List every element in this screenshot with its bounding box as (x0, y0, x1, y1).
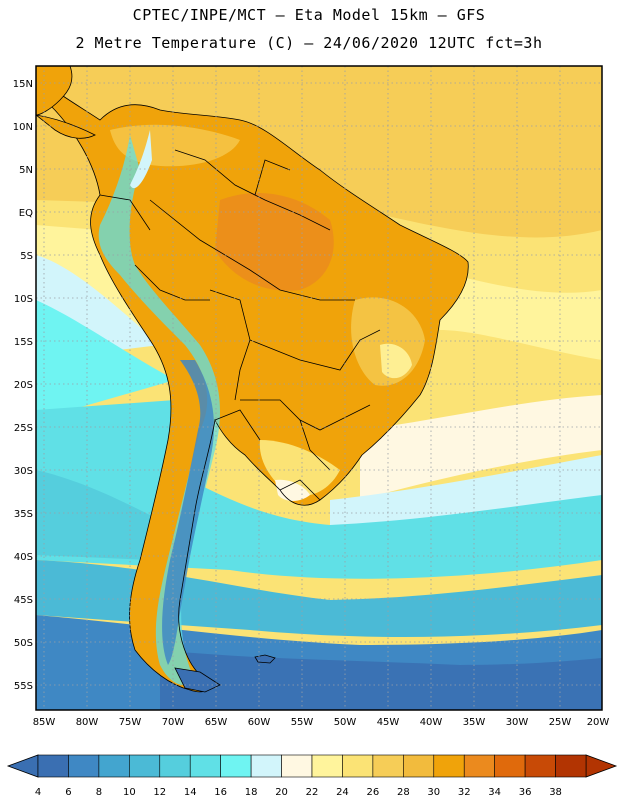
colorbar-tick-label: 38 (549, 787, 562, 798)
lon-label: 35W (463, 717, 486, 728)
colorbar-tick-label: 18 (245, 787, 258, 798)
colorbar-swatch (98, 754, 130, 778)
pacific-band-18 (36, 300, 175, 420)
colorbar-swatch (159, 754, 191, 778)
colorbar-tick-label: 24 (336, 787, 349, 798)
colorbar-right-arrow (585, 754, 618, 778)
colorbar-tick-label: 12 (153, 787, 166, 798)
lon-label: 55W (291, 717, 314, 728)
colorbar-swatch (342, 754, 374, 778)
lat-label: 20S (14, 380, 33, 391)
map-frame (35, 65, 603, 711)
colorbar-swatch (37, 754, 69, 778)
south-america-land (40, 80, 469, 692)
lon-label: 60W (248, 717, 271, 728)
colombia-andes-cool (130, 130, 152, 189)
title-line-2: 2 Metre Temperature (C) – 24/06/2020 12U… (75, 34, 543, 52)
ocean-band-6 (160, 650, 602, 710)
lon-label: 80W (76, 717, 99, 728)
atlantic-band-20 (330, 455, 602, 540)
colorbar-tick-label: 6 (65, 787, 71, 798)
colorbar-tick-label: 30 (427, 787, 440, 798)
colorbar-tick-label: 22 (306, 787, 319, 798)
lon-label: 20W (587, 717, 610, 728)
lat-label: 55S (14, 681, 33, 692)
colorbar-swatch (250, 754, 282, 778)
ocean-band-22 (360, 395, 602, 500)
colorbar-tick-label: 4 (35, 787, 41, 798)
ocean-band-24 (430, 270, 602, 360)
panama-isthmus (36, 114, 96, 139)
land-cool-patch (380, 343, 412, 379)
map-panel (36, 66, 602, 710)
lat-label: 30S (14, 466, 33, 477)
lat-label: 10S (14, 294, 33, 305)
colorbar-swatch (129, 754, 161, 778)
colorbar-tick-label: 26 (367, 787, 380, 798)
latitude-labels: 15N 10N 5N EQ 5S 10S 15S 20S 25S 30S 35S… (13, 79, 33, 692)
lat-label: 5N (19, 165, 33, 176)
colorbar-swatch (68, 754, 100, 778)
lon-label: 50W (334, 717, 357, 728)
lon-label: 40W (420, 717, 443, 728)
lat-label: 15S (14, 337, 33, 348)
colorbar-left-arrow (6, 754, 39, 778)
colorbar-swatch (463, 754, 495, 778)
colorbar-swatch (220, 754, 252, 778)
lon-label: 65W (205, 717, 228, 728)
colorbar-swatch (494, 754, 526, 778)
colorbar-swatch (311, 754, 343, 778)
colorbar-swatch (403, 754, 435, 778)
colorbar-tick-label: 28 (397, 787, 410, 798)
pacific-band-14 (36, 470, 160, 560)
lon-label: 85W (33, 717, 56, 728)
lat-label: 25S (14, 423, 33, 434)
lat-label: 40S (14, 552, 33, 563)
lat-label: 45S (14, 595, 33, 606)
lat-label: 35S (14, 509, 33, 520)
colorbar-swatch (433, 754, 465, 778)
colorbar: 4 6 8 10 12 14 16 18 20 22 24 26 28 30 32 34 36 38 (6, 754, 618, 798)
colorbar-tick-label: 32 (458, 787, 471, 798)
tierra-del-fuego (174, 667, 221, 693)
lat-label: EQ (19, 208, 33, 219)
colorbar-tick-label: 8 (96, 787, 102, 798)
colorbar-tick-label: 16 (214, 787, 227, 798)
central-america-land (36, 66, 73, 116)
falkland-islands (254, 654, 276, 664)
country-borders (39, 79, 469, 693)
lon-label: 25W (549, 717, 572, 728)
colorbar-swatch (524, 754, 556, 778)
lat-label: 5S (20, 251, 33, 262)
colorbar-swatch (372, 754, 404, 778)
lat-label: 15N (13, 79, 33, 90)
lat-label: 50S (14, 638, 33, 649)
lon-label: 30W (506, 717, 529, 728)
colorbar-tick-label: 20 (275, 787, 288, 798)
lon-label: 45W (377, 717, 400, 728)
colorbar-tick-label: 10 (123, 787, 136, 798)
longitude-labels: 85W 80W 75W 70W 65W 60W 55W 50W 45W 40W … (33, 717, 610, 728)
graticule-grid (36, 66, 602, 710)
lat-label: 10N (13, 122, 33, 133)
andes-cold-core (162, 360, 215, 665)
land-cool-uruguay (275, 479, 310, 501)
lon-label: 70W (162, 717, 185, 728)
title-line-1: CPTEC/INPE/MCT – Eta Model 15km – GFS (132, 6, 486, 24)
colorbar-tick-label: 34 (488, 787, 501, 798)
lon-label: 75W (119, 717, 142, 728)
colorbar-swatch (555, 754, 587, 778)
colorbar-swatch (189, 754, 221, 778)
colorbar-swatch (281, 754, 313, 778)
colorbar-tick-label: 14 (184, 787, 197, 798)
colorbar-tick-label: 36 (519, 787, 532, 798)
